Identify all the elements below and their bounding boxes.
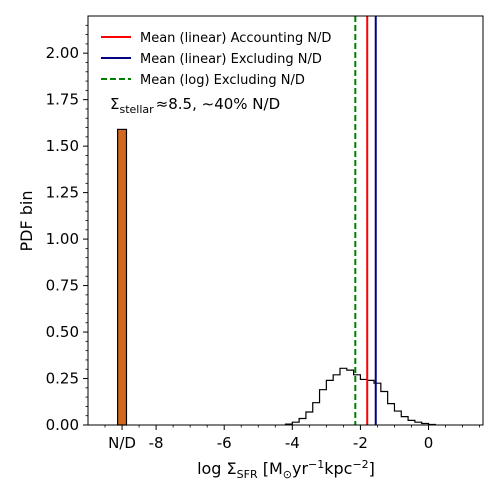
x-tick-label: -8 (149, 434, 164, 452)
x-tick-label: -4 (285, 434, 300, 452)
plot-area (117, 128, 436, 426)
y-tick-label: 1.25 (46, 184, 79, 202)
x-axis-label: log ΣSFR [M⊙yr−1kpc−2] (197, 458, 375, 481)
y-tick-label: 2.00 (46, 44, 79, 62)
x-axis-ticks: N/D -8 -6 -4 -2 0 (104, 425, 480, 452)
legend-label-3: Mean (log) Excluding N/D (140, 73, 305, 88)
x-tick-label: 0 (424, 434, 434, 452)
y-axis-label: PDF bin (17, 191, 36, 252)
y-tick-label: 0.00 (46, 416, 79, 434)
y-axis-ticks: 0.00 0.25 0.50 0.75 1.00 1.25 1.50 1.75 2.00 (46, 24, 88, 434)
y-tick-label: 1.50 (46, 137, 79, 155)
x-tick-label: -2 (353, 434, 368, 452)
y-tick-label: 1.00 (46, 230, 79, 248)
x-tick-label: -6 (217, 434, 232, 452)
mean-lines (354, 16, 377, 425)
legend-label-1: Mean (linear) Accounting N/D (140, 31, 331, 46)
y-tick-label: 1.75 (46, 91, 79, 109)
legend-label-2: Mean (linear) Excluding N/D (140, 52, 322, 67)
y-tick-label: 0.25 (46, 370, 79, 388)
histogram-step (284, 367, 436, 426)
nd-bar (117, 128, 128, 426)
legend: Mean (linear) Accounting N/D Mean (linear… (101, 31, 331, 88)
y-tick-label: 0.75 (46, 277, 79, 295)
x-tick-label: N/D (108, 434, 136, 452)
annotation-stellar: Σstellar ≈8.5, ∼40% N/D (110, 95, 280, 116)
y-tick-label: 0.50 (46, 323, 79, 341)
